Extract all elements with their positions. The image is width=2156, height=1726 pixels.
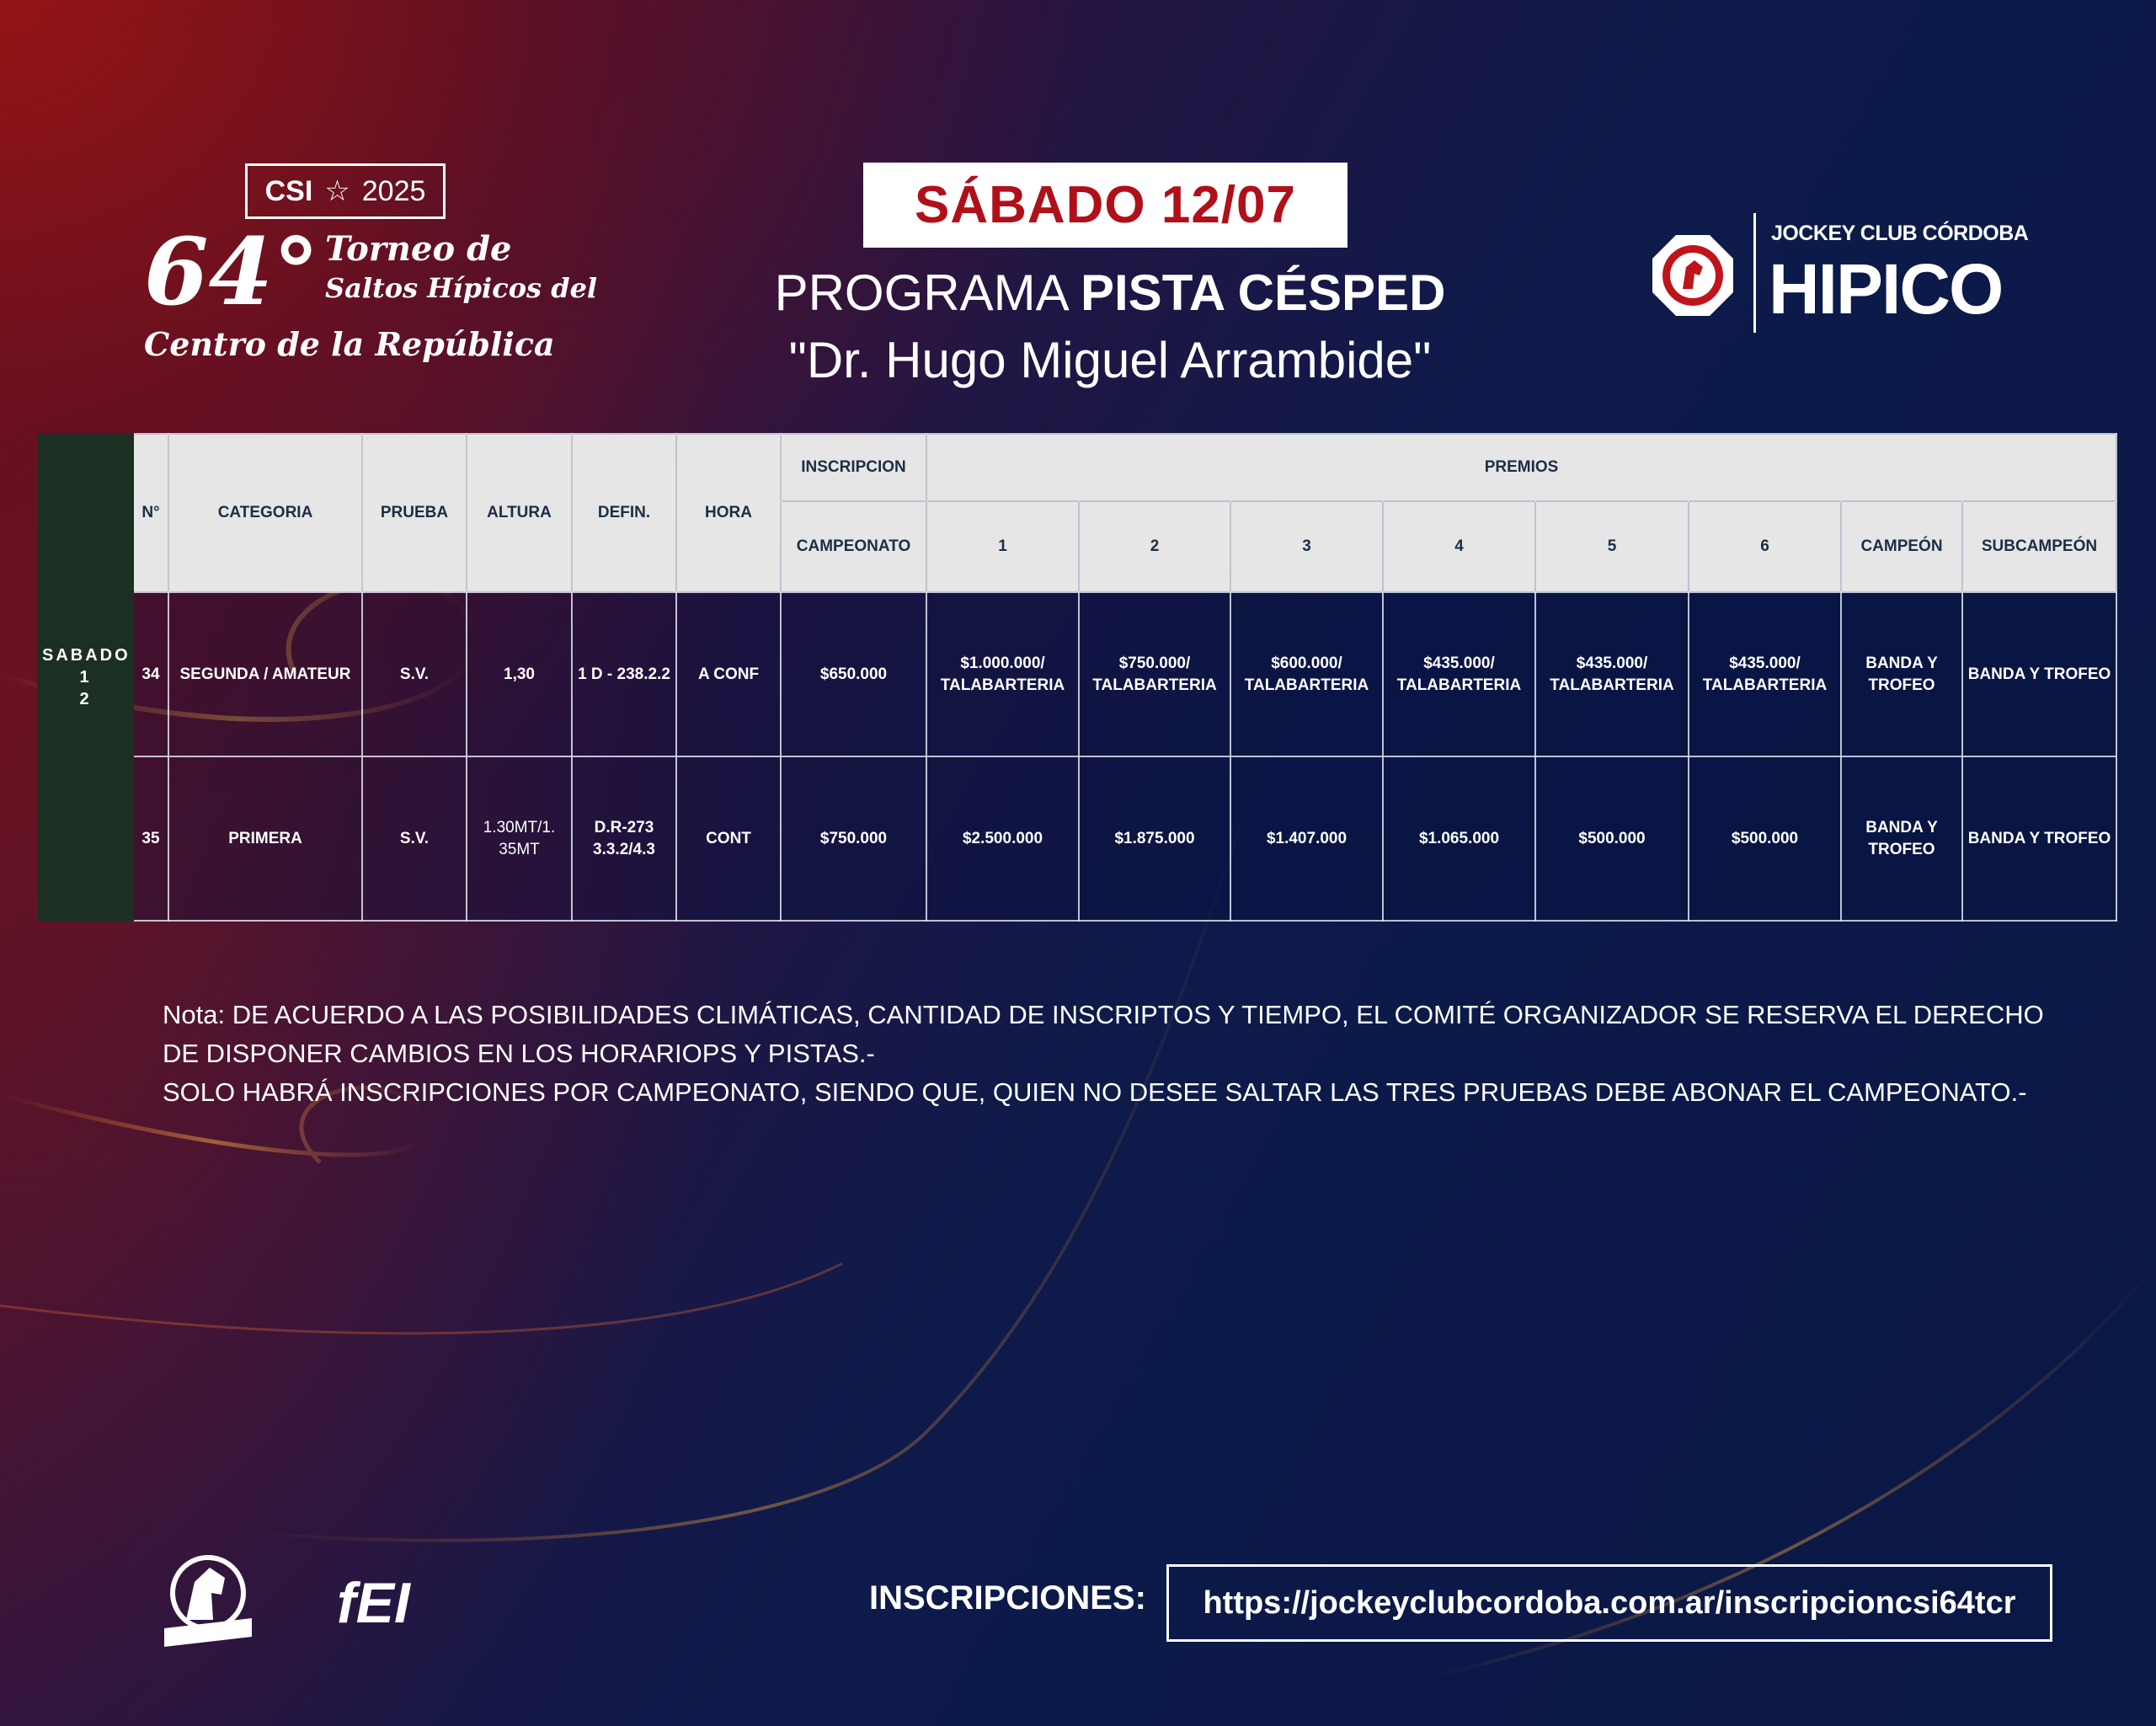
cell-prize-6: $500.000 (1688, 756, 1842, 922)
registration-url[interactable]: https://jockeyclubcordoba.com.ar/inscrip… (1203, 1584, 2016, 1621)
fea-logo-icon (164, 1555, 252, 1647)
cell-prize-1: $2.500.000 (926, 756, 1080, 922)
jockey-club-logo: JOCKEY CLUB CÓRDOBA HIPICO (1651, 213, 2038, 335)
cell-hora: A CONF (675, 591, 782, 757)
cell-prize-5: $500.000 (1534, 756, 1689, 922)
cell-prize-1: $1.000.000/ TALABARTERIA (926, 591, 1080, 757)
star-icon: ☆ (324, 175, 350, 207)
cell-prize-2: $750.000/ TALABARTERIA (1078, 591, 1231, 757)
program-prefix: PROGRAMA (774, 265, 1067, 321)
logo-divider (1753, 213, 1756, 333)
cell-prize-4: $1.065.000 (1382, 756, 1536, 922)
program-venue: PISTA CÉSPED (1080, 265, 1446, 321)
header-campeonato: CAMPEONATO (780, 500, 927, 593)
csi-2025-badge: CSI ☆ 2025 (245, 163, 446, 219)
note-line-2: DE DISPONER CAMBIOS EN LOS HORARIOPS Y P… (163, 1039, 875, 1068)
tournament-line3: Centro de la República (144, 325, 555, 363)
header-premios: PREMIOS (926, 433, 2117, 502)
cell-prize-5: $435.000/ TALABARTERIA (1534, 591, 1689, 757)
cell-altura: 1,30 (466, 591, 573, 757)
cell-prize-4: $435.000/ TALABARTERIA (1382, 591, 1536, 757)
cell-campeonato: $650.000 (780, 591, 927, 757)
cell-subcampeon: BANDA Y TROFEO (1961, 591, 2117, 757)
cell-prize-6: $435.000/ TALABARTERIA (1688, 591, 1842, 757)
header-hora: HORA (675, 433, 782, 593)
day-label: SABADO 1 2 (37, 433, 134, 922)
table-row: 34 SEGUNDA / AMATEUR S.V. 1,30 1 D - 238… (38, 591, 2117, 757)
cell-defin: 1 D - 238.2.2 (571, 591, 677, 757)
club-hipico: HIPICO (1769, 249, 2004, 329)
tournament-number: 64° (144, 217, 320, 326)
cell-categoria: SEGUNDA / AMATEUR (168, 591, 363, 757)
tournament-logo: 64° Torneo de Saltos Hípicos del Centro … (144, 226, 616, 369)
header-num: N° (132, 433, 169, 593)
day-label-line2: 1 (79, 668, 92, 687)
tournament-line2: Saltos Hípicos del (325, 272, 598, 304)
header-row-2: CAMPEONATO 1 2 3 4 5 6 CAMPEÓN SUBCAMPEÓ… (38, 500, 2117, 593)
header-row-1: SABADO 1 2 N° CATEGORIA PRUEBA ALTURA DE… (37, 433, 2117, 922)
cell-hora: CONT (675, 756, 782, 922)
day-label-line3: 2 (79, 690, 92, 708)
program-table: SABADO 1 2 N° CATEGORIA PRUEBA ALTURA DE… (37, 433, 2117, 922)
header-campeon: CAMPEÓN (1840, 500, 1963, 593)
cell-num: 35 (132, 756, 169, 922)
cell-prueba: S.V. (361, 591, 467, 757)
notes: Nota: DE ACUERDO A LAS POSIBILIDADES CLI… (163, 996, 2100, 1112)
program-title: PROGRAMA PISTA CÉSPED (716, 263, 1504, 323)
cell-campeonato: $750.000 (780, 756, 927, 922)
header-altura: ALTURA (466, 433, 573, 593)
cell-categoria: PRIMERA (168, 756, 363, 922)
note-line-3: SOLO HABRÁ INSCRIPCIONES POR CAMPEONATO,… (163, 1077, 2027, 1107)
header-prize-1: 1 (926, 500, 1080, 593)
cell-prize-2: $1.875.000 (1078, 756, 1231, 922)
table-row: 35 PRIMERA S.V. 1.30MT/1. 35MT D.R-273 3… (38, 756, 2117, 922)
svg-text:fEI: fEI (337, 1574, 412, 1628)
header-prize-6: 6 (1688, 500, 1842, 593)
horse-badge-icon (1652, 235, 1733, 316)
header-prize-2: 2 (1078, 500, 1231, 593)
csi-label: CSI (264, 174, 313, 207)
tournament-line1: Torneo de (325, 229, 512, 269)
cell-prize-3: $1.407.000 (1230, 756, 1384, 922)
cell-subcampeon: BANDA Y TROFEO (1961, 756, 2117, 922)
header-inscripcion: INSCRIPCION (780, 433, 927, 502)
csi-year: 2025 (361, 174, 426, 207)
note-line-1: Nota: DE ACUERDO A LAS POSIBILIDADES CLI… (163, 1000, 2044, 1029)
venue-name: "Dr. Hugo Miguel Arrambide" (788, 332, 1432, 388)
header-prueba: PRUEBA (361, 433, 467, 593)
cell-num: 34 (132, 591, 169, 757)
cell-defin: D.R-273 3.3.2/4.3 (571, 756, 677, 922)
header-prize-5: 5 (1534, 500, 1689, 593)
club-name: JOCKEY CLUB CÓRDOBA (1771, 222, 2029, 245)
date-banner: SÁBADO 12/07 (863, 163, 1348, 248)
cell-campeon: BANDA Y TROFEO (1840, 756, 1963, 922)
cell-prueba: S.V. (361, 756, 467, 922)
header-subcampeon: SUBCAMPEÓN (1961, 500, 2117, 593)
date-text: SÁBADO 12/07 (914, 176, 1297, 234)
inscripciones-label: INSCRIPCIONES: (869, 1579, 1146, 1616)
header-defin: DEFIN. (571, 433, 677, 593)
cell-altura: 1.30MT/1. 35MT (466, 756, 573, 922)
registration-link[interactable]: https://jockeyclubcordoba.com.ar/inscrip… (1166, 1564, 2052, 1642)
day-label-line1: SABADO (42, 646, 131, 665)
fei-logo-icon: fEI (337, 1574, 412, 1628)
cell-campeon: BANDA Y TROFEO (1840, 591, 1963, 757)
header-categoria: CATEGORIA (168, 433, 363, 593)
header-prize-4: 4 (1382, 500, 1536, 593)
header-prize-3: 3 (1230, 500, 1384, 593)
cell-prize-3: $600.000/ TALABARTERIA (1230, 591, 1384, 757)
